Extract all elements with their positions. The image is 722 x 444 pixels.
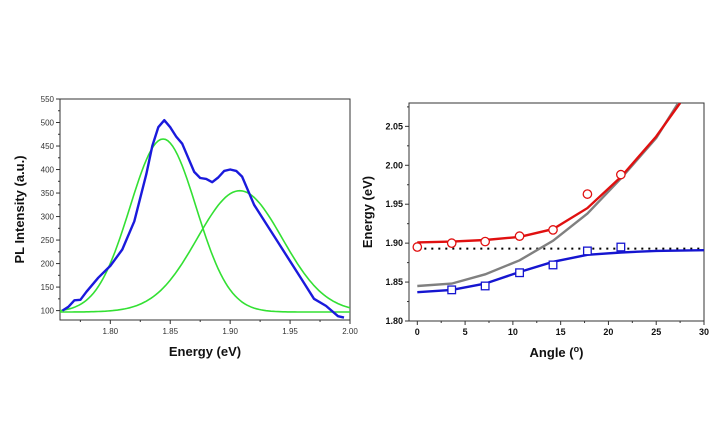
upper-point bbox=[548, 225, 558, 235]
plot-0: 1.80 1.85 1.90 1.95 2.00 100 150 200 250 300 350 40… bbox=[12, 95, 358, 359]
upper-point bbox=[412, 242, 423, 252]
axes-frame bbox=[59, 98, 351, 321]
y-tick-label: 250 bbox=[41, 236, 55, 245]
y-tick-label: 350 bbox=[41, 189, 55, 198]
x-tick-label: 1.95 bbox=[282, 327, 298, 336]
y-tick-label: 1.80 bbox=[385, 316, 403, 326]
y-tick-label: 150 bbox=[41, 283, 55, 292]
y-tick-label: 100 bbox=[41, 307, 55, 316]
upper-point bbox=[480, 236, 491, 247]
y-tick-label: 2.05 bbox=[385, 121, 403, 131]
y-tick-label: 1.85 bbox=[385, 277, 403, 287]
lower-point bbox=[447, 285, 457, 295]
upper-point bbox=[582, 189, 593, 199]
x-tick-label: 1.90 bbox=[222, 327, 238, 336]
y-tick-label: 1.90 bbox=[385, 238, 403, 248]
lower-point bbox=[515, 268, 525, 278]
axes-frame bbox=[408, 102, 705, 322]
x-tick-label: 25 bbox=[651, 327, 661, 337]
x-tick-label: 30 bbox=[699, 327, 709, 337]
fit-peak-2 bbox=[60, 189, 350, 313]
x-axis-title-end: ) bbox=[579, 345, 583, 360]
y-tick-label: 1.95 bbox=[385, 199, 403, 209]
upper-point bbox=[446, 238, 457, 248]
cavity-curve bbox=[417, 103, 680, 288]
x-axis-title: Angle (o) bbox=[530, 344, 584, 360]
upper-point bbox=[514, 231, 525, 241]
upper-polariton-curve bbox=[417, 103, 682, 244]
plot-1: 0 5 10 15 20 25 30 1.80 1.85 1.90 1.95 2.00 2.05 Angl… bbox=[360, 102, 709, 360]
lower-point bbox=[480, 281, 490, 291]
y-axis-title: PL Intensity (a.u.) bbox=[12, 155, 27, 263]
lower-point bbox=[548, 260, 558, 270]
y-tick-label: 550 bbox=[41, 95, 55, 104]
x-tick-label: 5 bbox=[463, 327, 468, 337]
upper-point bbox=[616, 169, 626, 180]
x-axis-title: Energy (eV) bbox=[169, 344, 241, 359]
x-tick-label: 10 bbox=[508, 327, 518, 337]
y-axis-title: Energy (eV) bbox=[360, 176, 375, 248]
x-tick-label: 15 bbox=[556, 327, 566, 337]
y-tick-label: 450 bbox=[41, 142, 55, 151]
lower-polariton-curve bbox=[417, 249, 704, 294]
x-axis-title-text: Angle ( bbox=[530, 345, 575, 360]
y-tick-label: 400 bbox=[41, 166, 55, 175]
x-tick-label: 1.85 bbox=[162, 327, 178, 336]
degree-superscript: o bbox=[574, 344, 580, 354]
y-tick-label: 500 bbox=[41, 119, 55, 128]
x-tick-label: 2.00 bbox=[342, 327, 358, 336]
measured-spectrum bbox=[61, 118, 345, 319]
x-tick-label: 0 bbox=[415, 327, 420, 337]
lower-point bbox=[582, 246, 592, 256]
y-tick-label: 2.00 bbox=[385, 160, 403, 170]
y-tick-label: 200 bbox=[41, 260, 55, 269]
lower-point bbox=[616, 242, 626, 252]
y-tick-label: 300 bbox=[41, 213, 55, 222]
x-tick-label: 1.80 bbox=[103, 327, 119, 336]
x-tick-label: 20 bbox=[603, 327, 613, 337]
